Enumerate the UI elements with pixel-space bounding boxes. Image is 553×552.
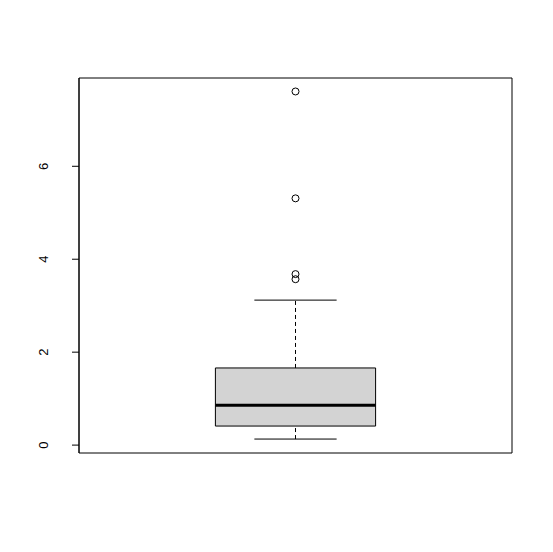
svg-text:6: 6: [36, 163, 51, 170]
svg-text:2: 2: [36, 349, 51, 356]
svg-text:4: 4: [36, 256, 51, 263]
svg-text:0: 0: [36, 441, 51, 448]
